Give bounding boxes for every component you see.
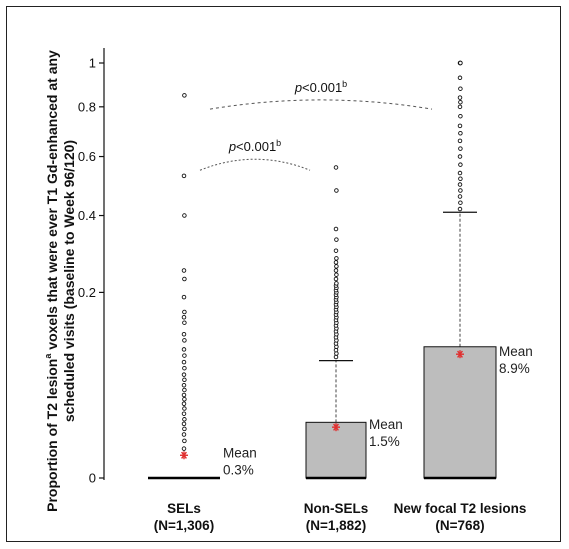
outlier-point (458, 188, 463, 193)
outlier-point (333, 226, 339, 232)
outlier-point (334, 188, 339, 193)
outlier-point (181, 372, 187, 377)
figure-frame (6, 6, 561, 542)
comparison-bracket (209, 99, 433, 110)
mean-label: Mean (499, 344, 533, 359)
p-value-label: p<0.001b (228, 138, 281, 154)
outlier-point (182, 426, 187, 432)
outlier-point (182, 320, 187, 325)
y-tick-label: 0.8 (78, 99, 96, 114)
outlier-point (182, 276, 187, 282)
outlier-point (182, 309, 187, 315)
outlier-point (333, 276, 339, 282)
outlier-point (181, 315, 187, 320)
outlier-point (182, 417, 187, 422)
outlier-point (458, 176, 463, 181)
mean-label: Mean (223, 445, 257, 460)
outlier-point (182, 213, 187, 218)
outlier-point (458, 200, 463, 205)
outlier-point (182, 338, 187, 343)
y-tick-label: 0 (89, 471, 96, 486)
outlier-point (182, 438, 187, 444)
mean-value-label: 1.5% (369, 434, 400, 449)
outlier-point (181, 331, 187, 337)
outlier-point (182, 93, 187, 98)
outlier-point (181, 347, 187, 352)
mean-value-label: 0.3% (223, 462, 254, 477)
outlier-point (333, 248, 339, 253)
y-tick-label: 0.4 (78, 208, 96, 223)
outlier-point (181, 294, 187, 300)
outlier-point (457, 95, 463, 100)
outlier-point (333, 165, 339, 170)
outlier-point (181, 421, 187, 427)
outlier-point (458, 146, 463, 151)
outlier-point (182, 397, 187, 402)
x-category-n-label: (N=1,882) (306, 518, 366, 533)
outlier-point (334, 264, 339, 269)
outlier-point (182, 377, 187, 383)
y-tick-label: 0.6 (78, 149, 96, 164)
outlier-point (457, 75, 463, 81)
outlier-point (457, 138, 463, 144)
outlier-point (457, 123, 463, 129)
outlier-point (181, 432, 187, 437)
outlier-point (457, 154, 463, 159)
outlier-point (181, 382, 187, 388)
outlier-point (181, 173, 187, 179)
outlier-point (182, 406, 187, 411)
outlier-point (457, 194, 463, 199)
outlier-point (181, 359, 187, 365)
outlier-point (334, 237, 339, 242)
outlier-point (458, 99, 463, 105)
outlier-point (333, 354, 339, 360)
comparison-bracket (199, 158, 311, 171)
outlier-point (458, 131, 463, 136)
mean-marker (180, 451, 188, 460)
x-category-n-label: (N=768) (435, 518, 484, 533)
outlier-point (181, 401, 187, 407)
x-category-label: Non-SELs (304, 501, 369, 516)
mean-marker (332, 423, 340, 432)
outlier-point (333, 268, 339, 273)
mean-label: Mean (369, 417, 403, 432)
x-category-label: SELs (167, 501, 201, 516)
outlier-point (182, 387, 187, 393)
box (305, 421, 367, 479)
x-category-label: New focal T2 lesions (394, 501, 527, 516)
outlier-point (458, 60, 463, 66)
outlier-point (334, 272, 339, 277)
outlier-point (458, 113, 463, 119)
outlier-point (457, 182, 463, 187)
y-tick-label: 1 (89, 56, 96, 71)
y-tick-label: 0.2 (78, 285, 96, 300)
outlier-point (181, 268, 187, 273)
outlier-point (457, 104, 463, 110)
outlier-point (181, 446, 187, 451)
outlier-point (458, 162, 463, 167)
outlier-point (333, 260, 339, 265)
outlier-point (181, 411, 187, 416)
outlier-point (457, 170, 463, 176)
outlier-point (181, 392, 187, 398)
box (423, 346, 497, 479)
mean-marker (456, 350, 464, 359)
outlier-point (182, 353, 187, 358)
outlier-point (334, 256, 339, 261)
outlier-point (334, 281, 339, 286)
outlier-point (182, 365, 187, 371)
mean-value-label: 8.9% (499, 361, 530, 376)
outlier-point (457, 206, 463, 212)
outlier-point (458, 86, 463, 91)
p-value-label: p<0.001b (294, 79, 347, 95)
x-category-n-label: (N=1,306) (154, 518, 214, 533)
